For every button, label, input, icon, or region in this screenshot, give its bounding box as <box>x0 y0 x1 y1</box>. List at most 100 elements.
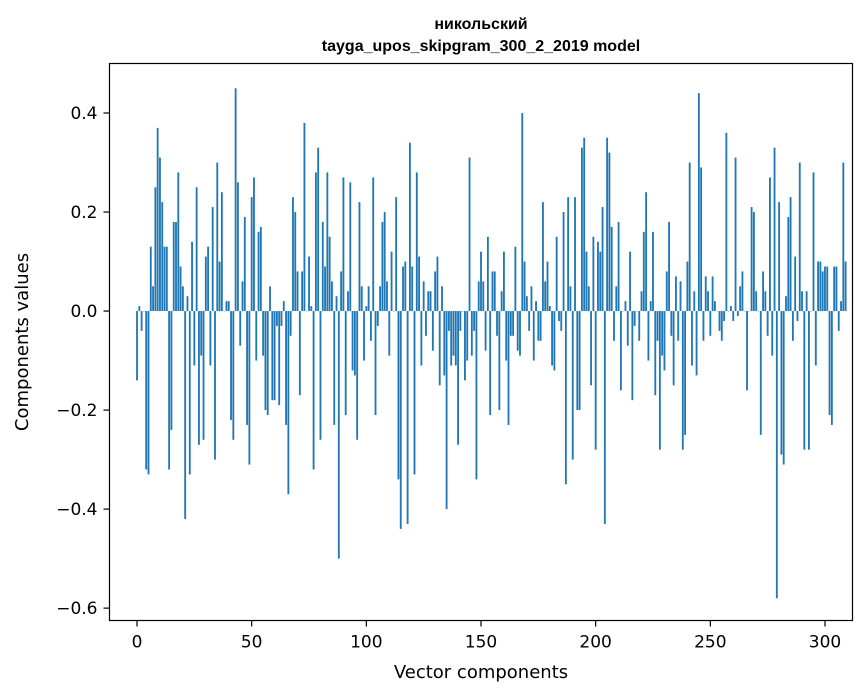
bar-154 <box>489 311 492 416</box>
bar-9 <box>156 127 159 312</box>
bar-140 <box>457 311 459 445</box>
bar-96 <box>356 311 359 440</box>
bar-134 <box>443 311 446 376</box>
bar-107 <box>381 221 384 312</box>
bar-200 <box>594 311 597 450</box>
bar-291 <box>803 311 806 450</box>
bar-185 <box>560 311 563 331</box>
bar-283 <box>785 296 787 312</box>
bar-188 <box>567 197 570 312</box>
bar-21 <box>184 311 187 520</box>
bar-108 <box>383 212 386 312</box>
bar-158 <box>498 311 501 411</box>
bar-278 <box>773 147 776 312</box>
bar-0 <box>136 311 138 381</box>
bar-24 <box>191 241 193 312</box>
bar-233 <box>670 311 673 336</box>
bar-69 <box>294 212 297 312</box>
bar-201 <box>597 241 599 312</box>
bar-46 <box>241 281 244 312</box>
bar-104 <box>374 311 377 416</box>
bar-244 <box>695 311 698 376</box>
bar-216 <box>631 311 634 401</box>
bar-220 <box>640 291 643 312</box>
bar-144 <box>466 311 469 361</box>
bar-152 <box>484 311 487 351</box>
bar-289 <box>798 162 801 312</box>
bar-85 <box>331 281 333 312</box>
x-tick-label-300: 300 <box>809 633 841 653</box>
bar-301 <box>826 266 829 312</box>
bar-217 <box>633 311 636 326</box>
bar-273 <box>762 271 764 312</box>
bar-1 <box>138 306 141 312</box>
bar-66 <box>287 311 290 495</box>
bar-6 <box>149 246 152 312</box>
bar-86 <box>333 311 336 425</box>
bar-113 <box>395 197 398 312</box>
bar-215 <box>629 251 631 312</box>
bar-15 <box>170 311 173 430</box>
bar-262 <box>736 311 739 317</box>
bar-227 <box>656 311 659 341</box>
x-tick-label-0: 0 <box>132 633 143 653</box>
bar-124 <box>420 311 423 366</box>
bar-76 <box>310 306 313 312</box>
bar-71 <box>298 311 301 396</box>
bar-92 <box>347 291 349 312</box>
y-tick-label-3: 0.0 <box>70 302 97 322</box>
bar-19 <box>179 266 182 312</box>
bar-34 <box>214 311 216 460</box>
bar-88 <box>337 311 340 559</box>
bar-150 <box>480 251 482 312</box>
bar-22 <box>186 296 189 312</box>
bar-263 <box>739 286 742 312</box>
bar-81 <box>321 221 324 312</box>
bar-100 <box>365 306 368 312</box>
bar-133 <box>441 286 443 312</box>
x-tick-label-100: 100 <box>350 633 382 653</box>
bar-65 <box>285 311 287 425</box>
bar-141 <box>459 311 462 331</box>
y-tick-label-0: −0.6 <box>56 599 97 619</box>
bar-182 <box>553 311 556 371</box>
bar-13 <box>165 246 168 312</box>
bar-114 <box>397 311 400 480</box>
y-tick-label-1: −0.4 <box>56 500 97 520</box>
bar-54 <box>259 226 262 312</box>
bar-148 <box>475 311 478 480</box>
bar-118 <box>406 311 409 524</box>
bar-145 <box>468 157 471 312</box>
bar-8 <box>154 187 157 312</box>
bar-280 <box>778 202 781 312</box>
bar-18 <box>177 172 180 312</box>
bar-116 <box>402 266 404 312</box>
bar-41 <box>230 311 232 420</box>
bar-226 <box>654 311 657 396</box>
bar-252 <box>713 301 716 312</box>
bar-183 <box>555 236 558 312</box>
bar-175 <box>537 311 540 341</box>
bar-282 <box>782 311 785 465</box>
x-tick-label-200: 200 <box>579 633 611 653</box>
bar-78 <box>314 172 317 312</box>
bar-32 <box>209 311 212 366</box>
bar-176 <box>539 311 542 341</box>
bar-211 <box>619 311 622 391</box>
bar-72 <box>301 271 304 312</box>
bar-73 <box>303 122 306 312</box>
bar-270 <box>755 291 758 312</box>
bar-115 <box>399 311 402 529</box>
bar-224 <box>649 301 652 312</box>
bar-251 <box>711 276 714 312</box>
bar-203 <box>601 207 604 312</box>
bar-48 <box>246 311 249 425</box>
bar-42 <box>232 311 235 440</box>
bar-259 <box>730 306 732 312</box>
bar-109 <box>386 281 388 312</box>
bar-173 <box>532 311 535 361</box>
y-tick-label-5: 0.4 <box>70 104 97 124</box>
bar-77 <box>312 311 315 470</box>
bar-131 <box>436 256 439 312</box>
chart-subtitle: tayga_upos_skipgram_300_2_2019 model <box>322 38 640 55</box>
